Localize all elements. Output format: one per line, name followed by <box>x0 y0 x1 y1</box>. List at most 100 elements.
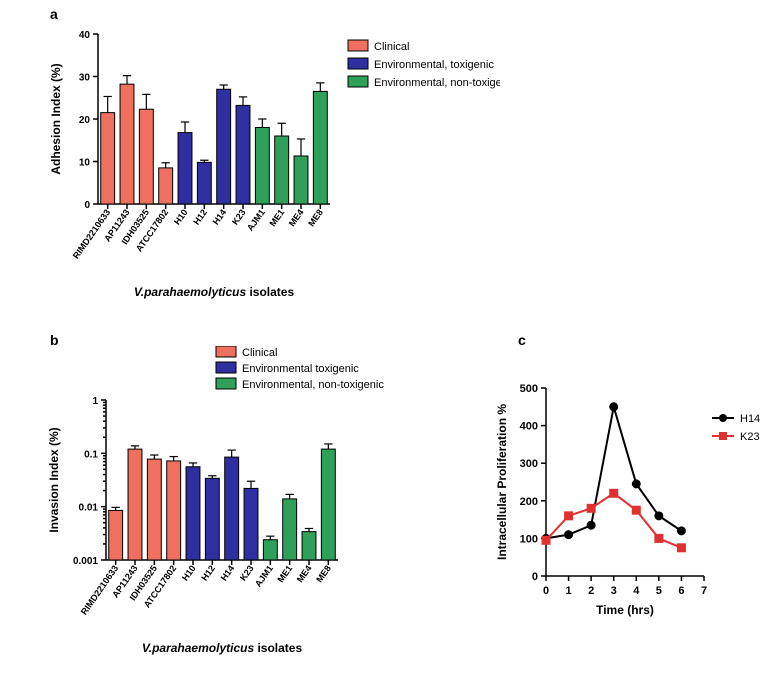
category-label: ME8 <box>314 563 333 584</box>
category-label: H14 <box>219 563 237 582</box>
bar-H12 <box>205 478 219 560</box>
category-label: H12 <box>199 563 217 582</box>
category-label: ME4 <box>295 563 314 584</box>
category-label: H10 <box>172 207 190 226</box>
invasion-bar-chart: 0.0010.010.11RIMD2210633AP11243IDH03525A… <box>40 346 500 676</box>
svg-text:100: 100 <box>520 533 538 545</box>
svg-text:500: 500 <box>520 383 538 395</box>
bar-ATCC17802 <box>167 461 181 560</box>
svg-text:0: 0 <box>532 571 538 583</box>
series-marker <box>565 531 573 539</box>
x-axis-label: Time (hrs) <box>596 603 654 617</box>
svg-text:1: 1 <box>92 396 98 407</box>
legend-label: H14 <box>740 413 760 425</box>
y-axis-label: Invasion Index (%) <box>47 427 61 532</box>
svg-text:2: 2 <box>588 585 594 597</box>
svg-text:200: 200 <box>520 496 538 508</box>
bar-AJM1 <box>263 540 277 560</box>
adhesion-bar-chart: 010203040RIMD2210633AP11243IDH03525ATCC1… <box>40 20 500 320</box>
category-label: K23 <box>230 207 248 226</box>
category-label: ME1 <box>275 563 294 584</box>
legend-swatch <box>216 346 236 357</box>
legend-label: Environmental, toxigenic <box>374 59 494 71</box>
category-label: H12 <box>191 207 209 226</box>
bar-ME8 <box>321 449 335 560</box>
legend-label: K23 <box>740 431 760 443</box>
x-axis-label: V.parahaemolyticus isolates <box>134 285 295 299</box>
bar-AP11243 <box>128 449 142 560</box>
bar-H10 <box>186 467 200 560</box>
svg-text:0.1: 0.1 <box>84 449 98 460</box>
bar-H14 <box>217 89 231 204</box>
svg-text:30: 30 <box>79 73 91 84</box>
series-marker <box>655 512 663 520</box>
legend-label: Clinical <box>242 347 277 359</box>
svg-text:6: 6 <box>678 585 684 597</box>
proliferation-line-chart: 0 100 200 300 400 500 0 1 2 3 4 5 6 7 Intracellular Pr… <box>490 366 770 666</box>
bar-IDH03525 <box>139 109 153 204</box>
series-marker <box>542 536 550 544</box>
series-marker <box>610 489 618 497</box>
series-marker <box>632 506 640 514</box>
series-marker <box>610 403 618 411</box>
bar-H14 <box>225 457 239 560</box>
svg-text:300: 300 <box>520 458 538 470</box>
bar-ME8 <box>313 91 327 204</box>
category-label: H10 <box>180 563 198 582</box>
bar-H12 <box>197 162 211 204</box>
category-label: AJM1 <box>245 207 267 232</box>
legend-swatch <box>216 378 236 389</box>
bar-RIMD2210633 <box>101 113 115 204</box>
svg-text:1: 1 <box>566 585 572 597</box>
svg-text:5: 5 <box>656 585 662 597</box>
svg-text:3: 3 <box>611 585 617 597</box>
series-marker <box>655 534 663 542</box>
svg-text:10: 10 <box>79 158 91 169</box>
bar-AP11243 <box>120 84 134 204</box>
svg-text:0.01: 0.01 <box>79 503 99 514</box>
panel-label-c: c <box>518 332 526 348</box>
svg-text:0: 0 <box>84 200 90 211</box>
category-label: AJM1 <box>253 563 275 588</box>
bar-ME1 <box>283 499 297 560</box>
svg-text:400: 400 <box>520 421 538 433</box>
x-axis-label: V.parahaemolyticus isolates <box>142 641 303 655</box>
category-label: K23 <box>238 563 256 582</box>
category-label: ME8 <box>306 207 325 228</box>
bar-RIMD2210633 <box>109 510 123 560</box>
y-axis-label: Intracellular Proliferation % <box>495 404 509 560</box>
legend-swatch <box>348 40 368 51</box>
bar-H10 <box>178 133 192 204</box>
category-label: H14 <box>211 207 229 226</box>
legend-label: Environmental toxigenic <box>242 363 359 375</box>
series-marker <box>565 512 573 520</box>
series-marker <box>677 544 685 552</box>
series-marker <box>587 504 595 512</box>
svg-text:0.001: 0.001 <box>73 556 98 567</box>
bar-ME1 <box>275 136 289 204</box>
category-label: ME4 <box>287 207 306 228</box>
svg-text:40: 40 <box>79 30 91 41</box>
bar-ME4 <box>294 156 308 204</box>
bar-ME4 <box>302 532 316 560</box>
bar-AJM1 <box>255 128 269 205</box>
svg-text:4: 4 <box>633 585 640 597</box>
bar-K23 <box>244 488 258 560</box>
svg-text:20: 20 <box>79 115 91 126</box>
legend-label: Clinical <box>374 41 409 53</box>
legend-label: Environmental, non-toxigenic <box>242 379 384 391</box>
svg-text:7: 7 <box>701 585 707 597</box>
category-label: ME1 <box>267 207 286 228</box>
series-marker <box>587 521 595 529</box>
legend-swatch <box>348 58 368 69</box>
svg-text:0: 0 <box>543 585 549 597</box>
legend-swatch <box>348 76 368 87</box>
bar-K23 <box>236 105 250 204</box>
bar-ATCC17802 <box>159 168 173 204</box>
legend-label: Environmental, non-toxigenic <box>374 77 500 89</box>
series-marker <box>632 480 640 488</box>
legend-swatch <box>216 362 236 373</box>
y-axis-label: Adhesion Index (%) <box>49 63 63 174</box>
series-marker <box>677 527 685 535</box>
bar-IDH03525 <box>147 459 161 560</box>
